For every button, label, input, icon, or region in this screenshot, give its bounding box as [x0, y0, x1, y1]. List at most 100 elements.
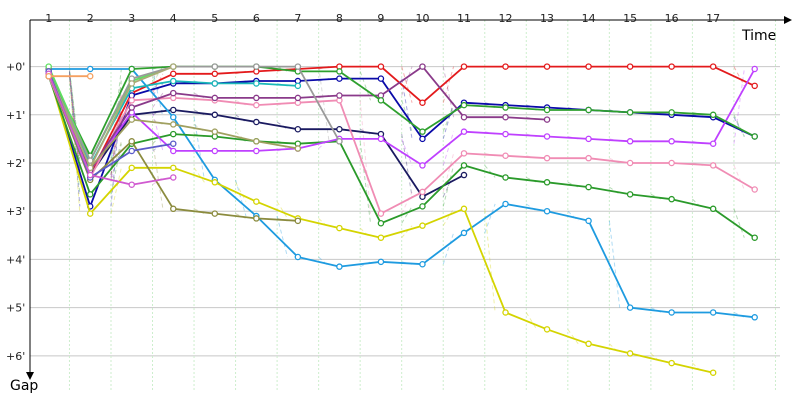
series-line	[47, 75, 756, 215]
data-point	[294, 217, 302, 225]
axes	[26, 16, 792, 380]
drop-line	[401, 66, 413, 96]
drop-line	[68, 73, 81, 214]
drop-line	[401, 138, 413, 166]
data-point	[211, 70, 219, 78]
data-point	[128, 147, 135, 155]
drop-line	[318, 256, 330, 268]
data-point	[668, 109, 675, 116]
data-point	[211, 94, 219, 102]
data-point	[170, 205, 177, 213]
data-point	[585, 135, 592, 143]
drop-line	[68, 71, 81, 207]
drop-line	[484, 208, 496, 313]
data-point	[211, 63, 219, 70]
data-point	[709, 205, 717, 213]
data-point	[377, 234, 385, 241]
x-tick-label: 6	[253, 12, 260, 25]
data-point	[543, 179, 551, 186]
data-point	[419, 128, 426, 135]
data-point	[86, 171, 94, 179]
drop-line	[567, 329, 579, 345]
drop-line	[733, 208, 745, 238]
data-point	[170, 121, 177, 128]
data-point	[419, 260, 426, 268]
data-point	[45, 72, 52, 80]
data-point	[709, 111, 717, 119]
data-point	[419, 135, 426, 143]
drop-line	[152, 83, 164, 96]
x-tick-label: 5	[211, 12, 218, 25]
data-point	[460, 229, 468, 237]
drop-line	[401, 66, 413, 103]
y-axis-arrow	[26, 372, 34, 380]
data-point	[128, 65, 135, 73]
data-point	[336, 68, 343, 75]
data-point	[419, 63, 426, 70]
data-point	[709, 369, 717, 376]
data-point	[336, 75, 343, 82]
drop-line	[525, 312, 538, 330]
data-point	[585, 106, 592, 114]
drop-line	[110, 95, 122, 207]
data-point	[336, 263, 343, 270]
data-point	[543, 154, 551, 162]
series-line	[48, 68, 755, 319]
data-point	[128, 138, 135, 145]
drop-line	[110, 174, 122, 186]
data-point	[419, 188, 426, 196]
data-point	[253, 63, 260, 70]
data-point	[543, 133, 551, 140]
drop-line	[442, 66, 455, 118]
data-point	[668, 195, 675, 203]
x-tick-label: 13	[540, 12, 554, 25]
data-point	[751, 186, 758, 193]
data-point	[543, 106, 551, 114]
drop-line	[401, 133, 413, 197]
data-point	[377, 210, 385, 217]
data-point	[336, 224, 343, 232]
drop-line	[235, 182, 247, 202]
drop-line	[401, 206, 413, 224]
data-point	[543, 326, 551, 333]
data-point	[170, 77, 177, 85]
drop-line	[733, 66, 745, 87]
data-point	[294, 94, 302, 102]
data-point	[128, 80, 135, 87]
data-point	[294, 125, 302, 133]
drop-line	[318, 218, 330, 229]
data-point	[626, 63, 634, 70]
drop-line	[442, 66, 455, 103]
data-point	[460, 113, 468, 121]
drop-line	[110, 112, 122, 171]
data-point	[294, 63, 302, 70]
data-point	[377, 63, 385, 70]
data-point	[460, 128, 468, 135]
data-point	[211, 111, 219, 119]
data-point	[543, 207, 551, 215]
data-point	[626, 138, 634, 145]
y-tick-label: +0'	[6, 61, 25, 74]
drop-line	[692, 198, 704, 210]
x-tick-label: 11	[457, 12, 471, 25]
series-line	[47, 75, 756, 239]
data-point	[502, 174, 509, 181]
data-point	[170, 113, 177, 121]
data-point	[751, 314, 758, 321]
y-tick-label: +1'	[6, 109, 25, 122]
series-line	[47, 73, 174, 186]
tick-labels: +0'+1'+2'+3'+4'+5'+6'1 2 3 4 5 6 7 8 9 10 11 12 13 14…	[6, 12, 776, 394]
drop-line	[567, 210, 579, 222]
data-point	[377, 258, 385, 266]
data-point	[86, 65, 94, 73]
data-point	[460, 150, 468, 157]
data-point	[419, 162, 426, 169]
drop-line	[442, 104, 455, 132]
data-point	[377, 220, 385, 227]
drop-line	[110, 150, 122, 178]
drop-line	[152, 133, 164, 145]
data-point	[211, 210, 219, 217]
drop-line	[442, 102, 455, 140]
data-point	[170, 89, 177, 97]
data-point	[585, 183, 592, 191]
